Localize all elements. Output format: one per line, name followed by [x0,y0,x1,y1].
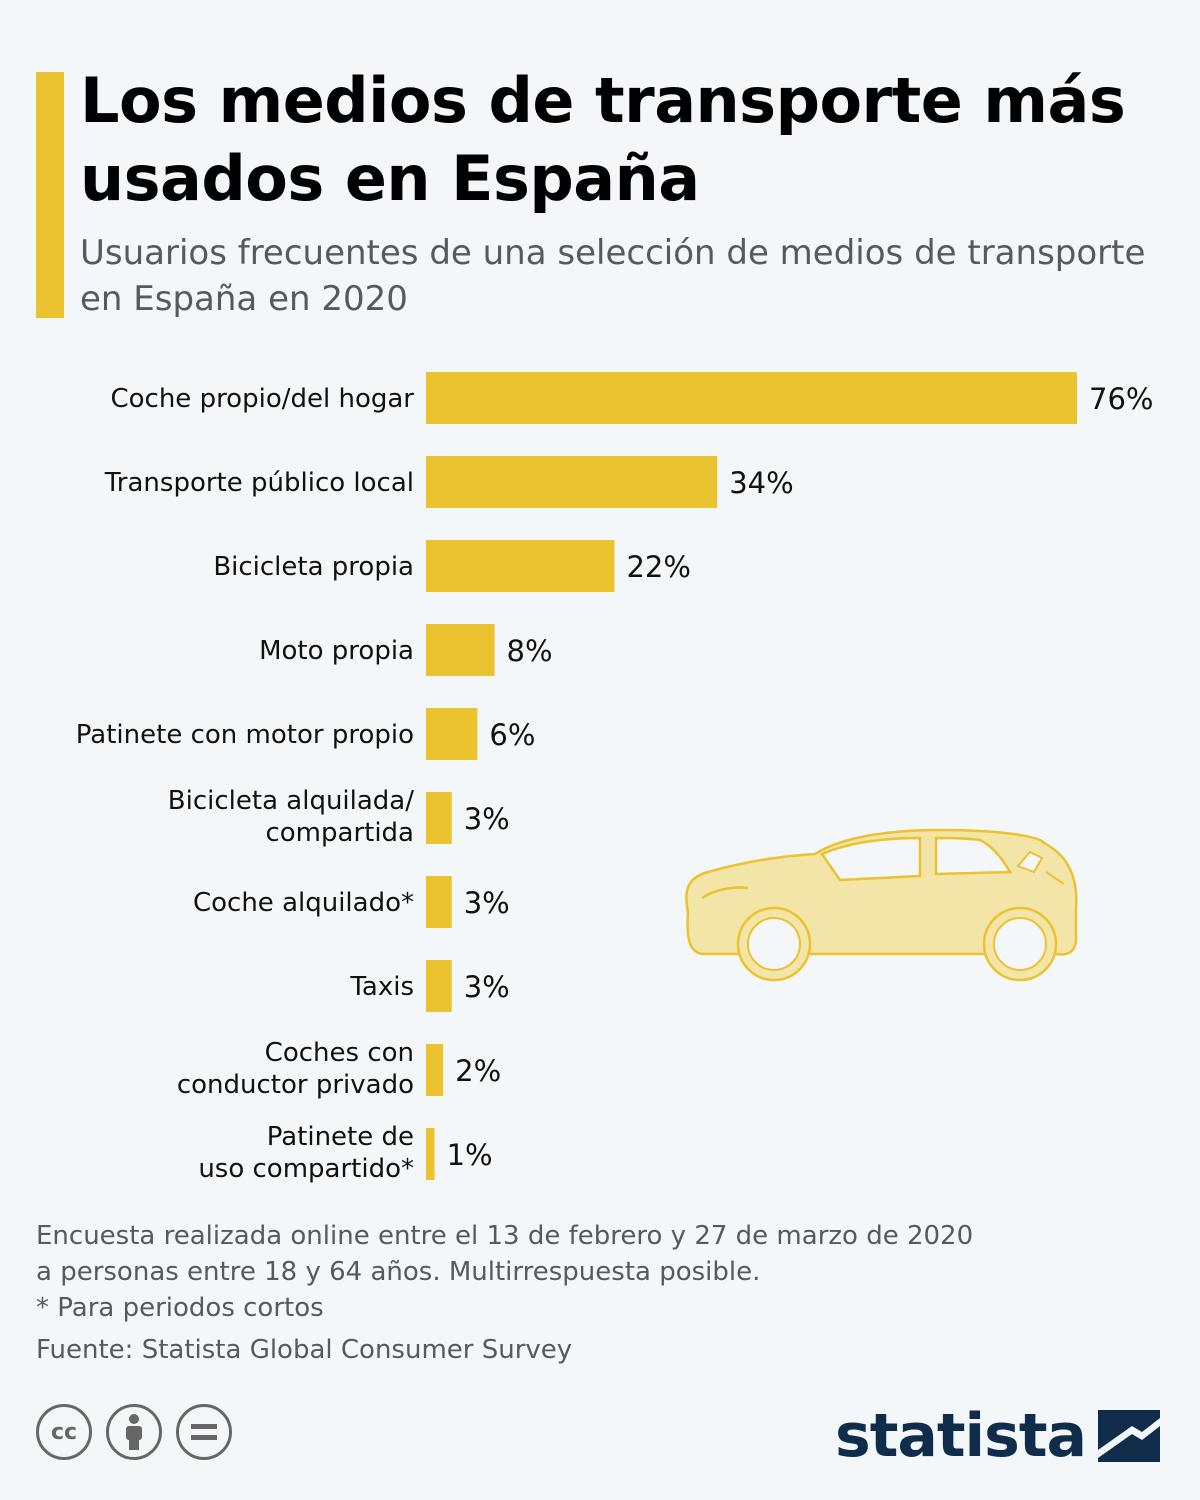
bar [426,792,452,844]
bar [426,876,452,928]
category-label: Patinete con motor propio [76,720,414,750]
value-label: 6% [489,718,535,752]
category-label: Patinete de uso compartido* [198,1122,414,1184]
category-label: Bicicleta alquilada/compartida [168,786,414,848]
value-label: 3% [464,970,510,1004]
category-label: Coche alquilado* [193,888,414,918]
no-derivatives-icon[interactable] [176,1404,232,1460]
bar [426,1128,435,1180]
bar [426,456,718,508]
footer-notes: Encuesta realizada online entre el 13 de… [36,1218,1156,1368]
bar [426,372,1077,424]
bar [426,960,452,1012]
person-glyph [126,1414,142,1450]
statista-mark-icon [1098,1410,1160,1462]
category-label: Bicicleta propia [213,552,414,582]
footnote: * Para periodos cortos [36,1293,324,1323]
value-label: 22% [626,550,690,584]
category-label: Coche propio/del hogar [110,384,414,414]
value-label: 3% [464,886,510,920]
cc-icon[interactable]: cc [36,1404,92,1460]
car-icon [685,828,1078,982]
value-label: 2% [455,1054,501,1088]
attribution-icon[interactable] [106,1404,162,1460]
note-line: Encuesta realizada online entre el 13 de… [36,1221,974,1251]
note-line: a personas entre 18 y 64 años. Multirres… [36,1257,761,1287]
cc-icon-text: cc [50,1419,78,1445]
brand-wordmark: statista [834,1401,1087,1471]
bars-group: 76% Coche propio/del hogar 34% Transporte p… [76,372,1153,1184]
value-label: 8% [507,634,553,668]
value-label: 34% [729,466,793,500]
title-accent-bar [36,72,64,318]
bar [426,1044,444,1096]
source-text: Fuente: Statista Global Consumer Survey [36,1335,573,1365]
bar [426,540,615,592]
value-label: 1% [447,1138,493,1172]
value-label: 76% [1089,382,1153,416]
bar-chart: 76% Coche propio/del hogar 34% Transporte p… [76,372,1153,1184]
license-icons: cc [36,1404,232,1464]
category-label: Coches con conductor privado [177,1038,414,1100]
category-label: Taxis [349,972,414,1002]
chart-title: Los medios de transporte más usados en E… [80,64,1126,215]
value-label: 3% [464,802,510,836]
equals-glyph [191,1424,217,1440]
category-label: Moto propia [259,636,414,666]
bar [426,708,478,760]
statista-logo[interactable]: statista [835,1396,1160,1476]
chart-subtitle: Usuarios frecuentes de una selección de … [80,233,1146,319]
bar [426,624,495,676]
category-label: Transporte público local [104,468,414,498]
